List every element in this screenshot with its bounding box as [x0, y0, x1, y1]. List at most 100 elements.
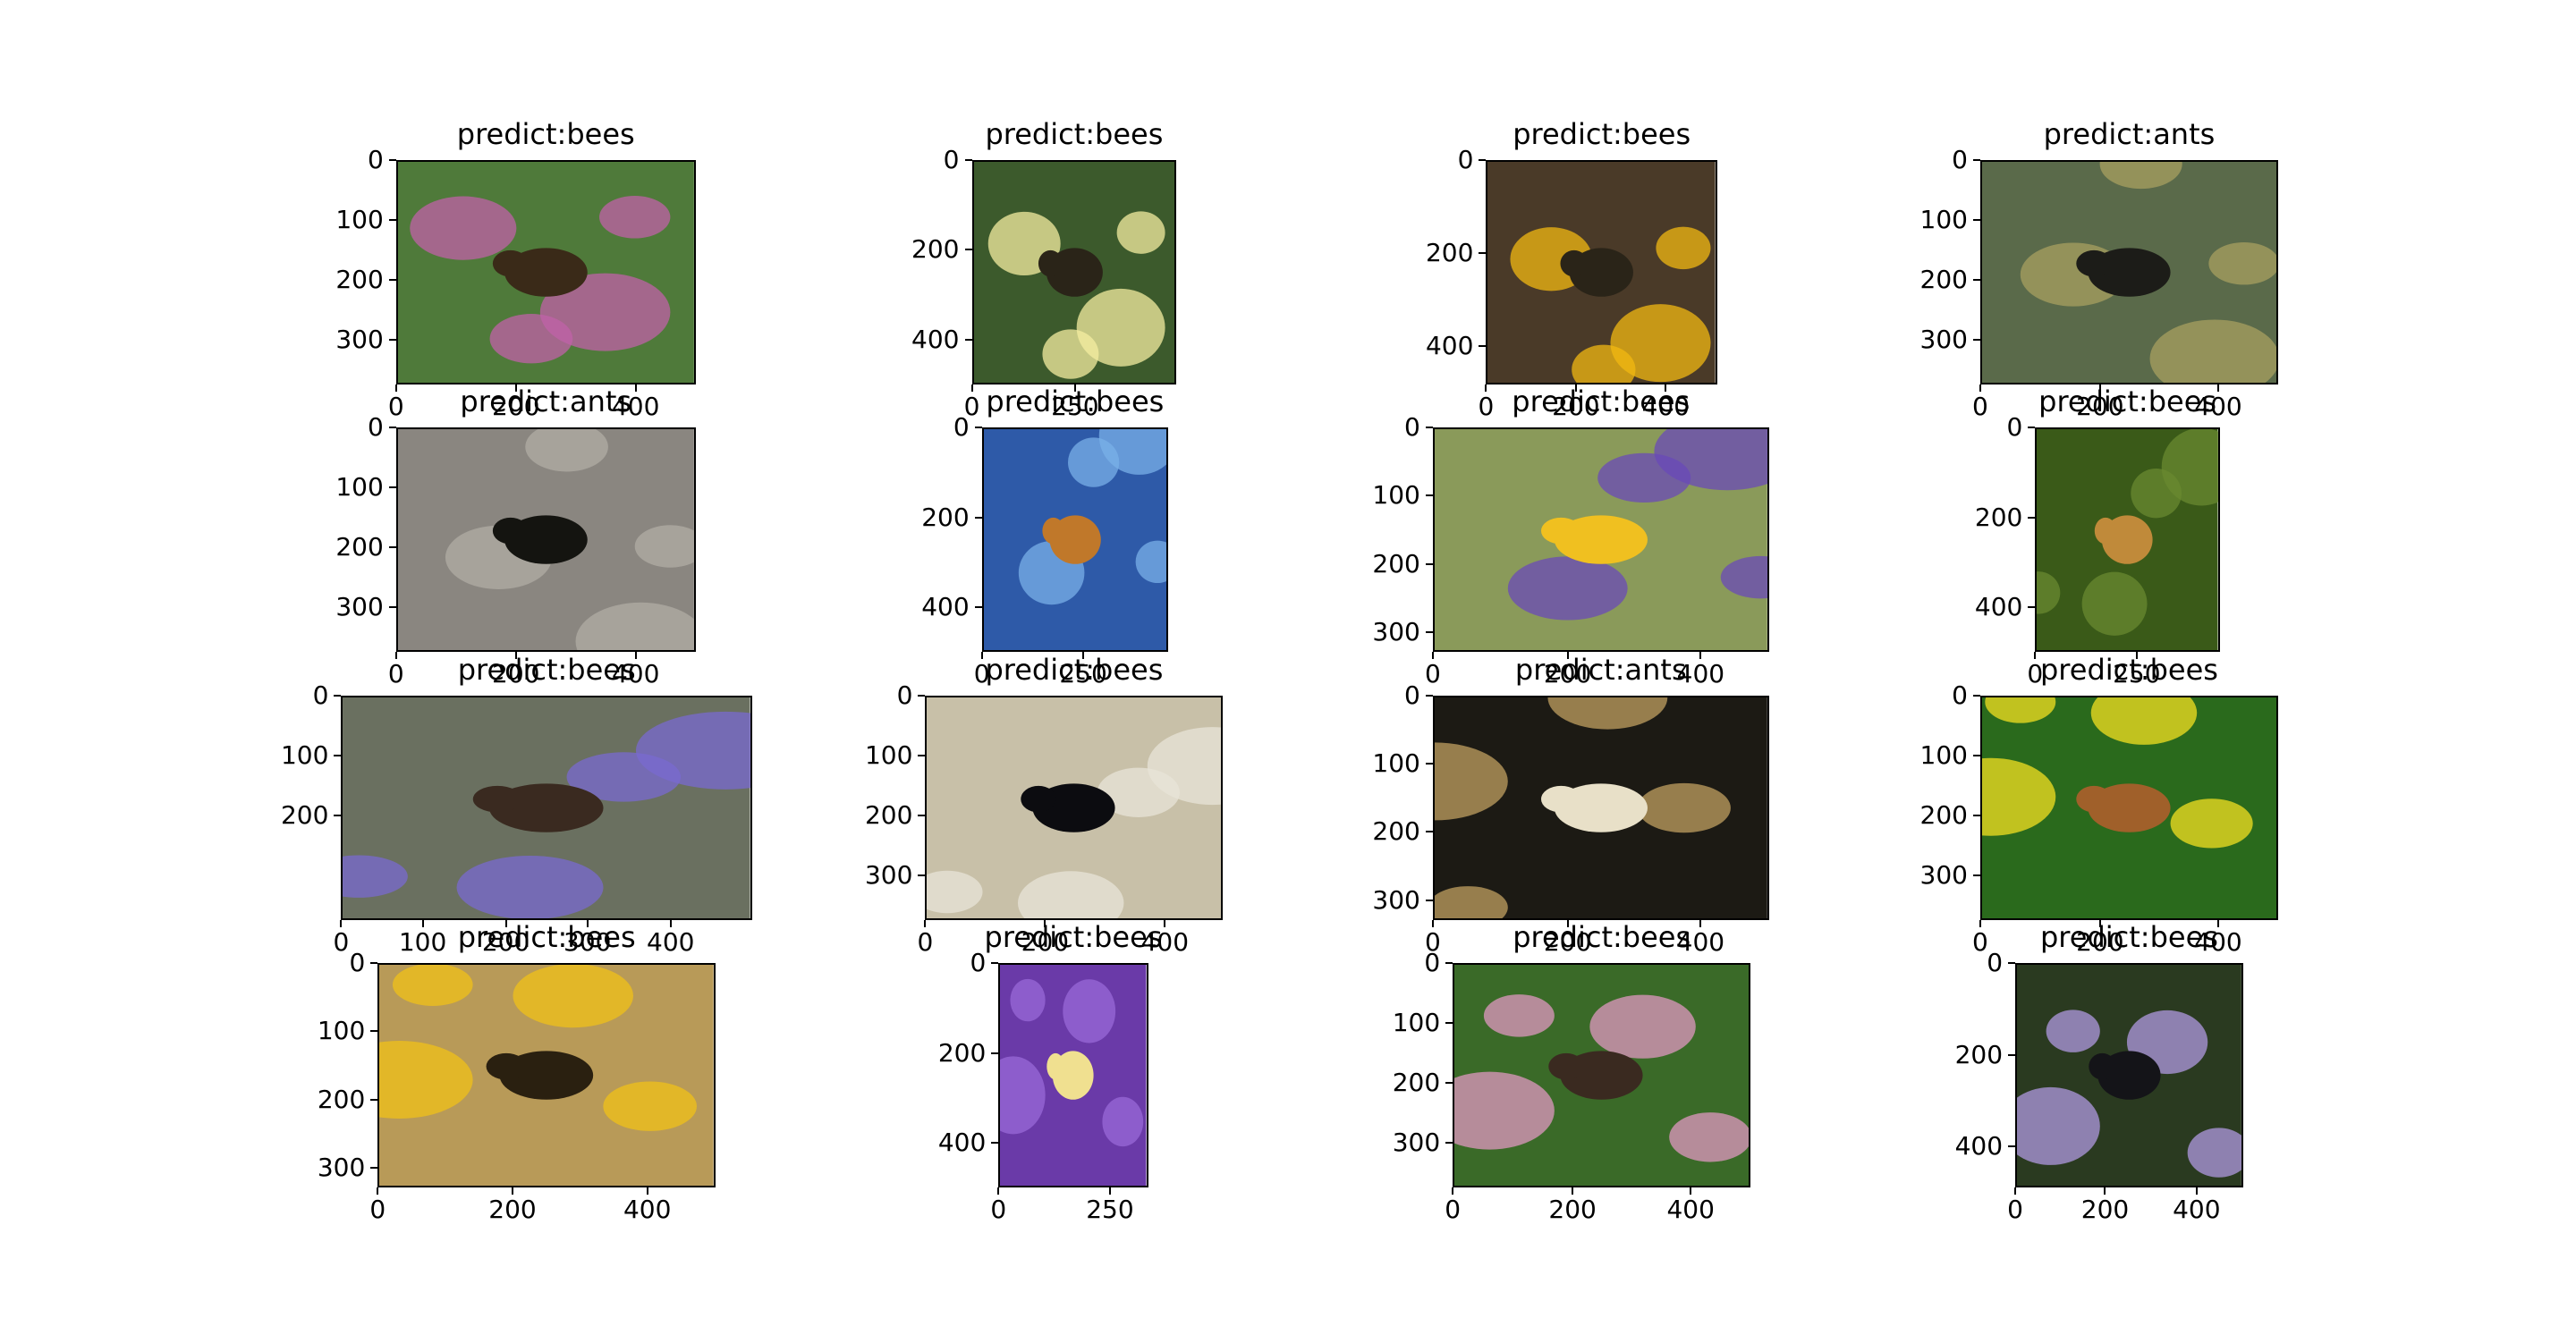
photo-graphic — [1434, 697, 1767, 918]
y-tick — [918, 874, 926, 876]
insect-head — [1021, 785, 1057, 813]
subplot-title: predict:bees — [1513, 920, 1691, 955]
y-tick — [388, 218, 396, 221]
y-tick — [1972, 874, 1980, 876]
x-tick — [646, 1187, 648, 1195]
photo-thumbnail — [395, 427, 696, 653]
y-tick-label: 300 — [1919, 859, 1968, 890]
y-tick-label: 200 — [317, 1084, 366, 1114]
photo-graphic — [1000, 965, 1147, 1187]
y-tick — [334, 754, 342, 756]
y-tick-label: 0 — [943, 144, 960, 174]
x-tick-label: 400 — [2194, 926, 2242, 957]
photo-accent-region — [1484, 994, 1555, 1037]
y-tick — [964, 338, 972, 341]
photo-accent-region — [2090, 697, 2198, 745]
y-tick-label: 0 — [1952, 680, 1968, 710]
y-tick — [388, 278, 396, 281]
photo-accent-region — [1547, 697, 1668, 730]
photo-accent-region — [1454, 1071, 1555, 1150]
photo-accent-region — [343, 855, 409, 898]
x-tick — [2034, 652, 2037, 660]
x-tick — [2217, 384, 2219, 392]
y-tick-label: 300 — [335, 592, 384, 622]
x-tick — [1044, 919, 1046, 927]
photo-accent-region — [513, 965, 634, 1028]
x-tick — [634, 384, 637, 392]
y-tick-label: 200 — [937, 1037, 987, 1068]
photo-accent-region — [598, 195, 671, 239]
y-tick-label: 200 — [864, 799, 913, 830]
y-tick — [334, 814, 342, 816]
photo-accent-region — [1720, 555, 1767, 599]
insect-head — [1038, 249, 1063, 277]
x-tick-label: 300 — [564, 926, 612, 957]
x-tick — [1452, 1187, 1454, 1195]
photo-thumbnail — [2035, 427, 2220, 653]
photo-accent-region — [1063, 979, 1116, 1043]
y-tick — [1425, 694, 1433, 697]
x-tick-label: 0 — [1972, 926, 1988, 957]
x-tick-label: 0 — [387, 391, 404, 421]
y-tick — [370, 1167, 378, 1170]
x-tick — [997, 1187, 1000, 1195]
x-tick — [2135, 652, 2138, 660]
photo-accent-region — [1597, 452, 1691, 503]
photo-accent-region — [2149, 319, 2276, 383]
photo-graphic — [2037, 429, 2218, 651]
y-tick-label: 300 — [864, 859, 913, 890]
y-tick — [1425, 494, 1433, 497]
x-tick-label: 200 — [492, 391, 540, 421]
insect-head — [2089, 1053, 2116, 1080]
x-tick — [1979, 384, 1981, 392]
insect-head — [2095, 517, 2117, 545]
photo-graphic — [1454, 965, 1750, 1187]
y-tick — [964, 158, 972, 161]
photo-accent-region — [1637, 782, 1731, 832]
y-tick-label: 100 — [864, 739, 913, 770]
y-tick — [2008, 962, 2016, 965]
x-tick-label: 200 — [1552, 391, 1600, 421]
photo-graphic — [397, 429, 694, 651]
y-tick — [1445, 1142, 1453, 1145]
x-tick-label: 0 — [1972, 391, 1988, 421]
photo-accent-region — [927, 870, 983, 913]
photo-accent-region — [2187, 1128, 2241, 1178]
y-tick — [1425, 427, 1433, 429]
y-tick — [974, 427, 982, 429]
photo-graphic — [397, 161, 694, 383]
y-tick — [1425, 630, 1433, 633]
y-tick — [1425, 831, 1433, 833]
x-tick — [340, 919, 343, 927]
x-tick — [2104, 1187, 2106, 1195]
y-tick — [1425, 899, 1433, 901]
y-tick — [1972, 694, 1980, 697]
y-tick-label: 400 — [921, 592, 970, 622]
photo-thumbnail — [341, 695, 752, 920]
x-tick — [514, 652, 517, 660]
x-tick-label: 400 — [2194, 391, 2242, 421]
x-tick-label: 0 — [369, 1195, 386, 1225]
photo-graphic — [973, 161, 1175, 383]
y-tick-label: 0 — [312, 680, 329, 710]
x-tick-label: 200 — [2076, 391, 2124, 421]
x-tick-label: 0 — [1424, 926, 1441, 957]
x-tick — [586, 919, 589, 927]
y-tick-label: 200 — [1392, 1068, 1441, 1098]
x-tick-label: 0 — [973, 659, 990, 689]
photo-accent-region — [1041, 328, 1098, 379]
x-tick — [1485, 384, 1487, 392]
insect-head — [1046, 1053, 1065, 1080]
y-tick-label: 200 — [1919, 264, 1968, 294]
x-tick-label: 400 — [611, 659, 660, 689]
x-tick-label: 400 — [1140, 926, 1190, 957]
x-tick — [1566, 652, 1569, 660]
y-tick — [334, 694, 342, 697]
photo-thumbnail — [1432, 427, 1769, 653]
x-tick — [1699, 652, 1702, 660]
y-tick-label: 100 — [1392, 1008, 1441, 1038]
x-tick-label: 250 — [2113, 659, 2161, 689]
x-tick — [1164, 919, 1166, 927]
y-tick — [388, 606, 396, 609]
